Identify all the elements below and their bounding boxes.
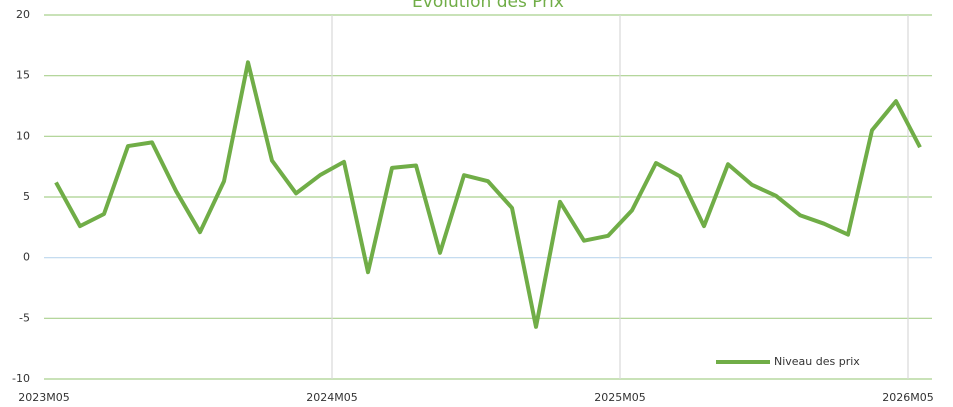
y-tick-label: 0 — [23, 251, 30, 264]
y-tick-label: 5 — [23, 190, 30, 203]
x-tick-label: 2026M05 — [882, 391, 933, 404]
chart-title: Evolution des Prix — [412, 0, 564, 12]
y-tick-label: 10 — [16, 129, 30, 142]
legend-label: Niveau des prix — [774, 355, 860, 368]
x-tick-label: 2025M05 — [594, 391, 645, 404]
x-tick-label: 2024M05 — [306, 391, 357, 404]
y-tick-label: -5 — [19, 311, 30, 324]
y-tick-label: 20 — [16, 8, 30, 21]
y-tick-label: 15 — [16, 69, 30, 82]
x-tick-label: 2023M05 — [18, 391, 69, 404]
y-tick-label: -10 — [12, 372, 30, 385]
line-series — [54, 60, 922, 329]
